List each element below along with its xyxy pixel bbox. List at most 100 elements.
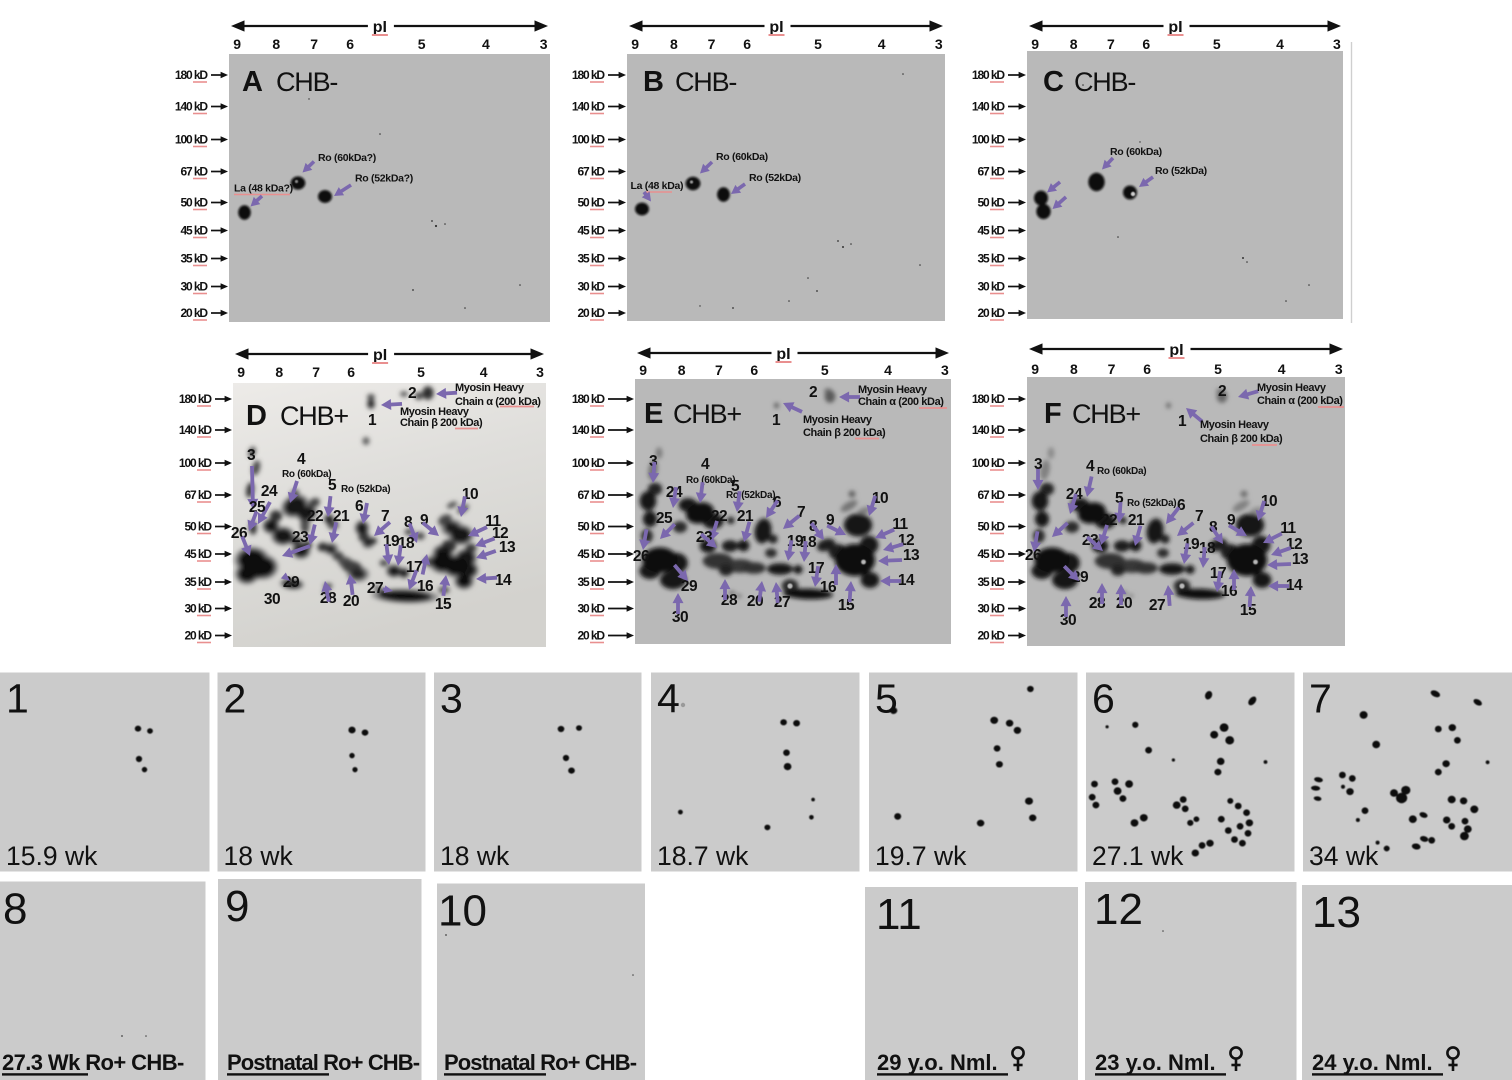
svg-text:8: 8 [678,362,686,378]
svg-text:100 kD: 100 kD [572,133,606,147]
svg-text:25: 25 [656,510,673,527]
svg-text:7: 7 [1195,508,1203,525]
svg-text:26: 26 [633,548,650,565]
svg-text:9: 9 [420,512,429,529]
svg-text:50 kD: 50 kD [977,520,1005,534]
svg-text:18: 18 [1199,540,1216,557]
svg-text:E: E [644,398,663,430]
svg-text:15: 15 [1240,602,1257,619]
svg-text:14: 14 [898,572,915,589]
svg-text:35 kD: 35 kD [184,575,212,589]
svg-text:Myosin Heavy: Myosin Heavy [1200,419,1270,431]
svg-text:5: 5 [417,364,425,380]
svg-text:6: 6 [750,362,758,378]
svg-text:9: 9 [233,36,241,52]
svg-text:4: 4 [482,36,490,52]
svg-text:10: 10 [872,490,888,507]
svg-text:9: 9 [631,36,639,52]
svg-text:4: 4 [657,676,680,722]
svg-text:26: 26 [1025,547,1042,564]
svg-text:7: 7 [797,504,805,521]
svg-text:4: 4 [1086,458,1095,475]
svg-text:9: 9 [826,512,835,529]
svg-text:Ro (60kDa): Ro (60kDa) [1097,466,1146,477]
svg-text:7: 7 [1107,36,1115,52]
svg-text:La (48 kDa): La (48 kDa) [631,180,684,192]
svg-text:pI: pI [769,19,783,36]
svg-text:16: 16 [417,578,434,595]
svg-text:11: 11 [876,890,922,939]
svg-text:50 kD: 50 kD [577,196,605,210]
svg-text:45 kD: 45 kD [180,224,208,238]
svg-text:11: 11 [485,513,501,530]
svg-text:67 kD: 67 kD [577,488,605,502]
svg-text:27: 27 [367,580,383,597]
svg-text:9: 9 [1031,36,1039,52]
svg-text:15: 15 [838,597,855,614]
svg-text:Ro (52kDa): Ro (52kDa) [1155,165,1207,177]
svg-text:45 kD: 45 kD [977,224,1005,238]
svg-text:20 kD: 20 kD [977,629,1005,643]
svg-text:1: 1 [772,412,781,429]
svg-text:140 kD: 140 kD [175,100,209,114]
svg-text:A: A [242,66,263,98]
svg-text:7: 7 [381,508,389,525]
svg-text:pI: pI [1169,342,1183,359]
svg-text:Myosin Heavy: Myosin Heavy [803,414,873,426]
svg-text:7: 7 [312,364,320,380]
svg-text:Ro (60kDa): Ro (60kDa) [686,475,735,486]
svg-text:Ro (60kDa?): Ro (60kDa?) [318,152,376,164]
svg-text:8: 8 [275,364,283,380]
svg-text:8: 8 [1070,361,1078,377]
svg-text:18 wk: 18 wk [440,841,510,871]
svg-text:24: 24 [261,483,278,500]
svg-text:3: 3 [540,36,548,52]
svg-text:7: 7 [1108,361,1116,377]
svg-text:6: 6 [355,498,364,515]
svg-text:9: 9 [237,364,245,380]
svg-text:Ro (52kDa): Ro (52kDa) [749,172,801,184]
svg-text:Chain α (200 kDa): Chain α (200 kDa) [858,396,944,408]
svg-text:13: 13 [1312,888,1361,937]
svg-text:50 kD: 50 kD [977,196,1005,210]
svg-text:30: 30 [672,609,688,626]
svg-text:6: 6 [347,364,355,380]
svg-text:11: 11 [1280,520,1296,537]
svg-text:Myosin Heavy: Myosin Heavy [400,406,470,418]
svg-text:19.7 wk: 19.7 wk [875,841,967,871]
svg-text:2: 2 [1218,383,1226,400]
svg-text:CHB-: CHB- [1074,67,1135,97]
svg-text:6: 6 [743,36,751,52]
svg-text:3: 3 [935,36,943,52]
svg-text:23: 23 [292,529,309,546]
svg-text:27.3 Wk Ro+ CHB-: 27.3 Wk Ro+ CHB- [2,1050,184,1075]
svg-text:15: 15 [435,596,452,613]
svg-text:6: 6 [1142,36,1150,52]
svg-text:4: 4 [884,362,892,378]
svg-text:8: 8 [670,36,678,52]
svg-text:21: 21 [1128,512,1145,529]
svg-text:Myosin Heavy: Myosin Heavy [455,382,525,394]
svg-text:17: 17 [406,559,422,576]
svg-text:9: 9 [639,362,647,378]
svg-text:140 kD: 140 kD [972,423,1006,437]
svg-text:180 kD: 180 kD [572,392,606,406]
svg-text:6: 6 [1092,676,1115,722]
svg-text:1: 1 [1178,413,1187,430]
svg-text:22: 22 [307,508,323,525]
svg-text:8: 8 [3,885,27,934]
svg-text:34 wk: 34 wk [1309,841,1379,871]
svg-text:B: B [643,66,664,98]
svg-text:3: 3 [1335,361,1343,377]
svg-text:1: 1 [368,412,377,429]
svg-text:10: 10 [438,887,487,936]
svg-text:5: 5 [328,477,337,494]
svg-text:180 kD: 180 kD [175,68,209,82]
svg-text:3: 3 [649,453,658,470]
svg-text:La (48 kDa?): La (48 kDa?) [234,183,293,195]
svg-text:8: 8 [404,514,413,531]
svg-text:25: 25 [249,499,266,516]
svg-text:8: 8 [1070,36,1078,52]
svg-text:67 kD: 67 kD [577,165,605,179]
svg-text:pI: pI [373,347,387,364]
